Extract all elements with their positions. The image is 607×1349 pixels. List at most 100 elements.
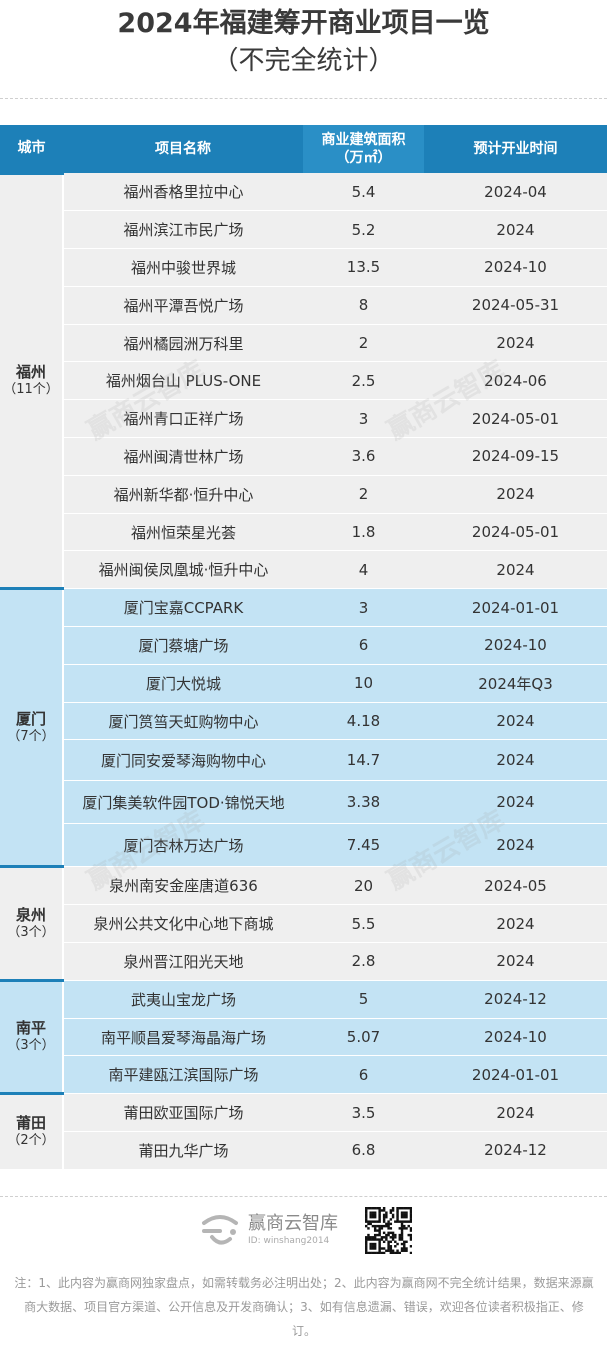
project-name-cell: 福州滨江市民广场 <box>63 210 303 250</box>
table-row: 莆田 （2个） 莆田欧亚国际广场 3.5 2024 <box>0 1092 607 1170</box>
table-row: 莆田九华广场 6.8 2024-12 <box>0 1131 607 1170</box>
project-name-cell: 厦门宝嘉CCPARK <box>63 588 303 628</box>
city-cell: 福州 （11个） <box>0 171 64 590</box>
area-cell: 3 <box>303 399 424 439</box>
project-name-cell: 厦门同安爱琴海购物中心 <box>63 739 303 782</box>
open-date-cell: 2024-12 <box>424 980 607 1019</box>
city-count: （7个） <box>7 728 55 744</box>
project-name-cell: 厦门杏林万达广场 <box>63 823 303 868</box>
table-row: 厦门同安爱琴海购物中心 14.7 2024 <box>0 739 607 782</box>
footnote: 注：1、此内容为赢商网独家盘点，如需转载务必注明出处；2、此内容为赢商网不完全统… <box>14 1276 594 1338</box>
open-date-cell: 2024 <box>424 1093 607 1133</box>
project-name-cell: 厦门大悦城 <box>63 664 303 703</box>
project-name-cell: 福州恒荣星光荟 <box>63 513 303 552</box>
area-cell: 8 <box>303 286 424 325</box>
table-row: 南平 （3个） 武夷山宝龙广场 5 2024-12 <box>0 978 607 1095</box>
header-open-date: 预计开业时间 <box>424 125 607 173</box>
header-project-name: 项目名称 <box>63 125 303 173</box>
area-cell: 5.4 <box>303 173 424 212</box>
area-cell: 2.5 <box>303 361 424 401</box>
open-date-cell: 2024-01-01 <box>424 588 607 628</box>
area-cell: 2 <box>303 475 424 514</box>
area-cell: 4 <box>303 550 424 590</box>
table-row: 泉州 （3个） 泉州南安金座唐道636 20 2024-05 <box>0 865 607 981</box>
header-area-label: 商业建筑面积 <box>321 132 406 148</box>
project-name-cell: 武夷山宝龙广场 <box>63 980 303 1019</box>
project-name-cell: 莆田九华广场 <box>63 1131 303 1170</box>
table-row: 福州青口正祥广场 3 2024-05-01 <box>0 399 607 439</box>
project-name-cell: 福州烟台山 PLUS-ONE <box>63 361 303 401</box>
header-city: 城市 <box>0 125 63 173</box>
open-date-cell: 2024 <box>424 324 607 363</box>
open-date-cell: 2024-05-01 <box>424 399 607 439</box>
open-date-cell: 2024 <box>424 780 607 825</box>
city-cell: 莆田 （2个） <box>0 1092 64 1170</box>
table-row: 厦门杏林万达广场 7.45 2024 <box>0 823 607 868</box>
project-name-cell: 南平建瓯江滨国际广场 <box>63 1055 303 1095</box>
city-name: 泉州 <box>15 905 46 924</box>
table-row: 福州平潭吾悦广场 8 2024-05-31 <box>0 286 607 325</box>
table-row: 福州恒荣星光荟 1.8 2024-05-01 <box>0 513 607 552</box>
project-name-cell: 福州青口正祥广场 <box>63 399 303 439</box>
city-cell: 厦门 （7个） <box>0 587 64 868</box>
project-name-cell: 厦门筼筜天虹购物中心 <box>63 702 303 741</box>
table-row: 福州烟台山 PLUS-ONE 2.5 2024-06 <box>0 361 607 401</box>
open-date-cell: 2024-10 <box>424 1018 607 1057</box>
area-cell: 5.5 <box>303 904 424 944</box>
table-row: 福州 （11个） 福州香格里拉中心 5.4 2024-04 <box>0 171 607 590</box>
project-name-cell: 泉州公共文化中心地下商城 <box>63 904 303 944</box>
table-header-row: 城市 项目名称 商业建筑面积 （万㎡） 预计开业时间 <box>0 125 607 173</box>
city-count: （3个） <box>7 1038 55 1054</box>
qr-code-icon <box>365 1207 413 1255</box>
project-name-cell: 福州香格里拉中心 <box>63 173 303 212</box>
open-date-cell: 2024 <box>424 904 607 944</box>
brand-block: 赢商云智库 ID: winshang2014 <box>200 1210 338 1250</box>
area-cell: 7.45 <box>303 823 424 868</box>
table-row: 厦门 （7个） 厦门宝嘉CCPARK 3 2024-01-01 <box>0 587 607 868</box>
area-cell: 3.5 <box>303 1093 424 1133</box>
area-cell: 6 <box>303 626 424 665</box>
table-row: 福州中骏世界城 13.5 2024-10 <box>0 248 607 287</box>
brand-logo-icon <box>200 1213 240 1247</box>
open-date-cell: 2024-05-31 <box>424 286 607 325</box>
project-name-cell: 福州中骏世界城 <box>63 248 303 287</box>
page-subtitle: （不完全统计） <box>212 46 395 76</box>
table-row: 厦门大悦城 10 2024年Q3 <box>0 664 607 703</box>
open-date-cell: 2024 <box>424 942 607 981</box>
open-date-cell: 2024 <box>424 550 607 590</box>
projects-table: 城市 项目名称 商业建筑面积 （万㎡） 预计开业时间 福州 （11个） 福州香格里拉… <box>0 125 607 1170</box>
open-date-cell: 2024-12 <box>424 1131 607 1170</box>
area-cell: 3.38 <box>303 780 424 825</box>
area-cell: 5 <box>303 980 424 1019</box>
city-count: （3个） <box>7 924 55 940</box>
table-row: 福州滨江市民广场 5.2 2024 <box>0 210 607 250</box>
project-name-cell: 南平顺昌爱琴海晶海广场 <box>63 1018 303 1057</box>
city-name: 南平 <box>15 1019 46 1038</box>
header-area: 商业建筑面积 （万㎡） <box>303 125 424 173</box>
city-name: 厦门 <box>15 709 46 728</box>
open-date-cell: 2024-05 <box>424 866 607 906</box>
city-name: 福州 <box>15 362 46 381</box>
table-row: 福州橘园洲万科里 2 2024 <box>0 324 607 363</box>
city-count: （2个） <box>7 1133 55 1149</box>
project-name-cell: 福州平潭吾悦广场 <box>63 286 303 325</box>
open-date-cell: 2024-04 <box>424 173 607 212</box>
city-name: 莆田 <box>15 1114 46 1133</box>
open-date-cell: 2024 <box>424 210 607 250</box>
project-name-cell: 福州新华都·恒升中心 <box>63 475 303 514</box>
project-name-cell: 泉州晋江阳光天地 <box>63 942 303 981</box>
open-date-cell: 2024-05-01 <box>424 513 607 552</box>
area-cell: 5.07 <box>303 1018 424 1057</box>
header-area-unit: （万㎡） <box>335 150 392 166</box>
project-name-cell: 厦门蔡塘广场 <box>63 626 303 665</box>
open-date-cell: 2024-06 <box>424 361 607 401</box>
table-row: 福州新华都·恒升中心 2 2024 <box>0 475 607 514</box>
area-cell: 1.8 <box>303 513 424 552</box>
area-cell: 4.18 <box>303 702 424 741</box>
city-cell: 泉州 （3个） <box>0 865 64 981</box>
top-divider <box>0 98 607 99</box>
project-name-cell: 福州闽清世林广场 <box>63 437 303 476</box>
page-title: 2024年福建筹开商业项目一览 <box>117 8 490 39</box>
project-name-cell: 厦门集美软件园TOD·锦悦天地 <box>63 780 303 825</box>
open-date-cell: 2024 <box>424 475 607 514</box>
